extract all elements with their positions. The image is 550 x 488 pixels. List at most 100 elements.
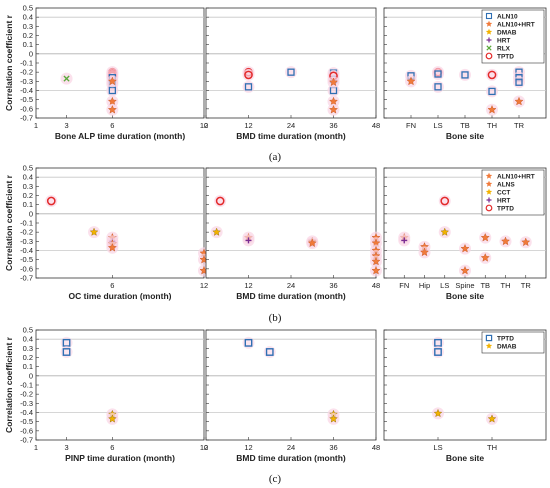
- x-tick-label: 12: [244, 443, 252, 452]
- legend-label: CCT: [497, 189, 510, 196]
- legend-label: TPTD: [497, 335, 514, 342]
- y-tick-label: -0.4: [20, 246, 33, 255]
- y-tick-label: 0.1: [23, 40, 33, 49]
- point-tptd: [46, 196, 56, 206]
- plot-area: [205, 7, 377, 119]
- chart-row-b: -0.7-0.6-0.5-0.4-0.3-0.2-0.100.10.20.30.…: [4, 164, 547, 301]
- point-tptd: [265, 348, 274, 356]
- point-aln10: [287, 68, 295, 76]
- y-tick-label: 0: [29, 209, 33, 218]
- y-tick-label: -0.2: [20, 390, 33, 399]
- legend-marker-hrt: [486, 197, 492, 203]
- point-alns: [371, 256, 381, 266]
- x-tick-label: 48: [372, 443, 380, 452]
- x-tick-label: TR: [514, 121, 525, 130]
- point-aln10-hrt: [329, 96, 338, 106]
- legend-marker-aln10-hrt: [485, 20, 493, 27]
- x-tick-label: 12: [200, 281, 208, 290]
- point-hrt: [401, 237, 408, 244]
- y-tick-label: 0.5: [23, 326, 33, 335]
- plot-area: [35, 167, 205, 279]
- point-aln10-hrt: [487, 105, 497, 114]
- y-tick-label: 0.1: [23, 200, 33, 209]
- x-tick-label: 12: [200, 443, 208, 452]
- legend-marker-alns: [485, 180, 493, 187]
- panel-b-2: 12 24 36 48 BMD time duration (month): [205, 167, 382, 301]
- x-tick-label: LS: [433, 121, 442, 130]
- point-alns: [420, 247, 429, 257]
- point-aln10-halo: [459, 68, 471, 81]
- y-tick-label: 0.2: [23, 353, 33, 362]
- x-tick-label: TH: [501, 281, 511, 290]
- point-aln10-halo: [432, 80, 444, 93]
- x-tick-label: TH: [487, 443, 497, 452]
- legend-label: ALN10+HRT: [497, 173, 535, 180]
- plot-area: [35, 329, 205, 441]
- y-tick-label: -0.4: [20, 408, 33, 417]
- x-tick-label: 6: [110, 121, 114, 130]
- y-tick-label: -0.1: [20, 219, 33, 228]
- point-aln10: [434, 70, 442, 78]
- point-aln10-hrt: [406, 76, 416, 86]
- x-tick-label: 1: [34, 443, 38, 452]
- point-dmab: [329, 414, 338, 423]
- y-tick-label: -0.5: [20, 417, 33, 426]
- x-axis-label: Bone site: [446, 291, 485, 301]
- x-tick-label: TB: [460, 121, 470, 130]
- y-tick-label: 0.3: [23, 22, 33, 31]
- panel-b-1: -0.7-0.6-0.5-0.4-0.3-0.2-0.100.10.20.30.…: [20, 164, 210, 301]
- legend-label: ALNS: [497, 181, 515, 188]
- point-tptd-halo: [60, 346, 73, 358]
- point-aln10-hrt: [514, 96, 524, 106]
- x-tick-label: 24: [287, 281, 295, 290]
- y-tick-label: 0.1: [23, 362, 33, 371]
- x-tick-label: 48: [372, 281, 380, 290]
- y-tick-label: -0.3: [20, 399, 33, 408]
- x-axis-label: Bone site: [446, 131, 485, 141]
- x-tick-label: 24: [287, 443, 295, 452]
- x-tick-label: 36: [329, 443, 337, 452]
- y-tick-label: -0.6: [20, 264, 33, 273]
- point-rlx: [63, 75, 70, 82]
- x-tick-label: 6: [110, 443, 114, 452]
- y-tick-label: -0.3: [20, 77, 33, 86]
- point-aln10-halo: [486, 85, 498, 98]
- x-axis-label: OC time duration (month): [69, 291, 172, 301]
- point-aln10-hrt: [329, 105, 338, 114]
- legend-marker-aln10: [485, 12, 493, 20]
- x-axis-label: BMD time duration (month): [236, 131, 346, 141]
- legend-marker-hrt: [486, 37, 492, 43]
- x-tick-label: 24: [287, 121, 295, 130]
- y-tick-label: -0.7: [20, 274, 33, 283]
- y-tick-label: 0: [29, 371, 33, 380]
- legend-box: [481, 9, 545, 64]
- legend-label: HRT: [497, 37, 510, 44]
- x-tick-label: 1: [34, 121, 38, 130]
- x-axis-label: Bone ALP time duration (month): [55, 131, 185, 141]
- x-tick-label: FN: [406, 121, 416, 130]
- point-cct: [440, 227, 450, 236]
- x-tick-label: 12: [244, 281, 252, 290]
- point-aln10-hrt: [107, 105, 117, 114]
- point-aln10: [461, 71, 469, 79]
- x-tick-label: 48: [372, 121, 380, 130]
- plot-area: [205, 167, 377, 279]
- legend-marker-dmab: [485, 28, 493, 35]
- legend-marker-cct: [485, 188, 493, 195]
- point-alns: [460, 265, 470, 275]
- plot-area: [205, 329, 377, 441]
- point-aln10-hrt: [107, 76, 117, 86]
- point-alns: [371, 265, 381, 275]
- legend-marker-rlx: [486, 45, 492, 51]
- y-tick-label: 0.4: [23, 13, 33, 22]
- point-dmab: [487, 414, 497, 423]
- legend-label: DMAB: [497, 343, 517, 350]
- point-tptd: [440, 196, 450, 206]
- point-aln10-hrt: [107, 96, 117, 106]
- y-tick-label: 0.2: [23, 191, 33, 200]
